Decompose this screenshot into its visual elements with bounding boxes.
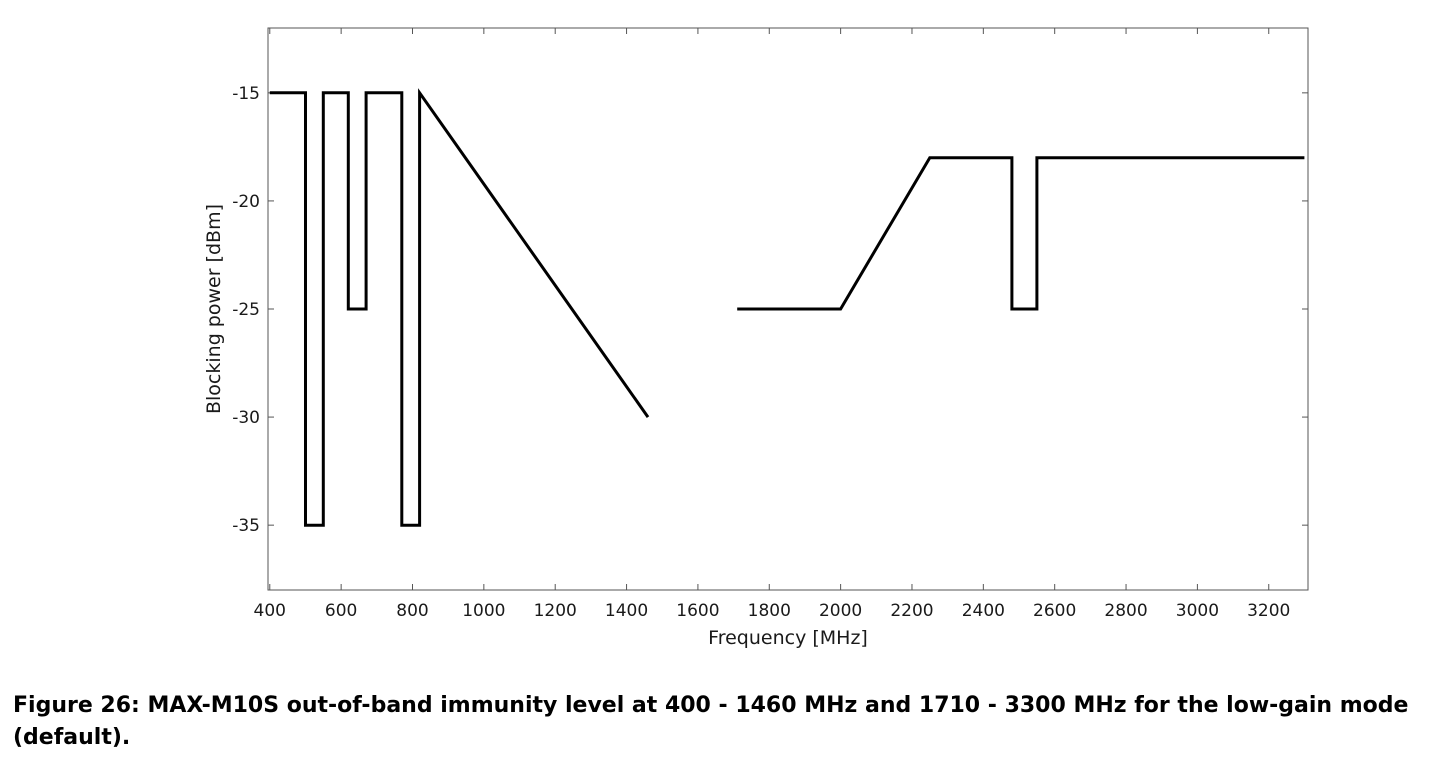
- y-tick-label: -20: [232, 192, 260, 212]
- x-tick-label: 2000: [819, 601, 862, 621]
- x-tick-label: 600: [325, 601, 357, 621]
- y-axis-label: Blocking power [dBm]: [203, 204, 225, 414]
- x-tick-label: 1200: [534, 601, 577, 621]
- y-tick-label: -15: [232, 84, 260, 104]
- x-tick-label: 1000: [462, 601, 505, 621]
- series-line-1: [269, 88, 650, 527]
- x-tick-label: 2600: [1033, 601, 1076, 621]
- x-axis: 400 600 800 1000 1200 1400 1600 1800 2000 2200 240…: [254, 28, 1290, 621]
- y-tick-label: -30: [232, 408, 260, 428]
- y-tick-label: -35: [232, 516, 260, 536]
- series-group: [269, 88, 1305, 527]
- x-tick-label: 2800: [1104, 601, 1147, 621]
- chart: 400 600 800 1000 1200 1400 1600 1800 2000 2200 240…: [203, 27, 1309, 649]
- y-tick-label: -25: [232, 300, 260, 320]
- x-tick-label: 3200: [1247, 601, 1290, 621]
- x-tick-label: 3000: [1176, 601, 1219, 621]
- series-line-2: [737, 156, 1305, 311]
- x-tick-label: 1400: [605, 601, 648, 621]
- x-tick-label: 1600: [676, 601, 719, 621]
- x-tick-label: 1800: [748, 601, 791, 621]
- y-axis: -15 -20 -25 -30 -35: [232, 84, 1308, 536]
- x-tick-label: 2200: [890, 601, 933, 621]
- x-tick-label: 800: [396, 601, 428, 621]
- figure-caption: Figure 26: MAX-M10S out-of-band immunity…: [13, 693, 1409, 750]
- x-tick-label: 400: [254, 601, 286, 621]
- x-tick-label: 2400: [962, 601, 1005, 621]
- x-axis-label: Frequency [MHz]: [708, 627, 868, 649]
